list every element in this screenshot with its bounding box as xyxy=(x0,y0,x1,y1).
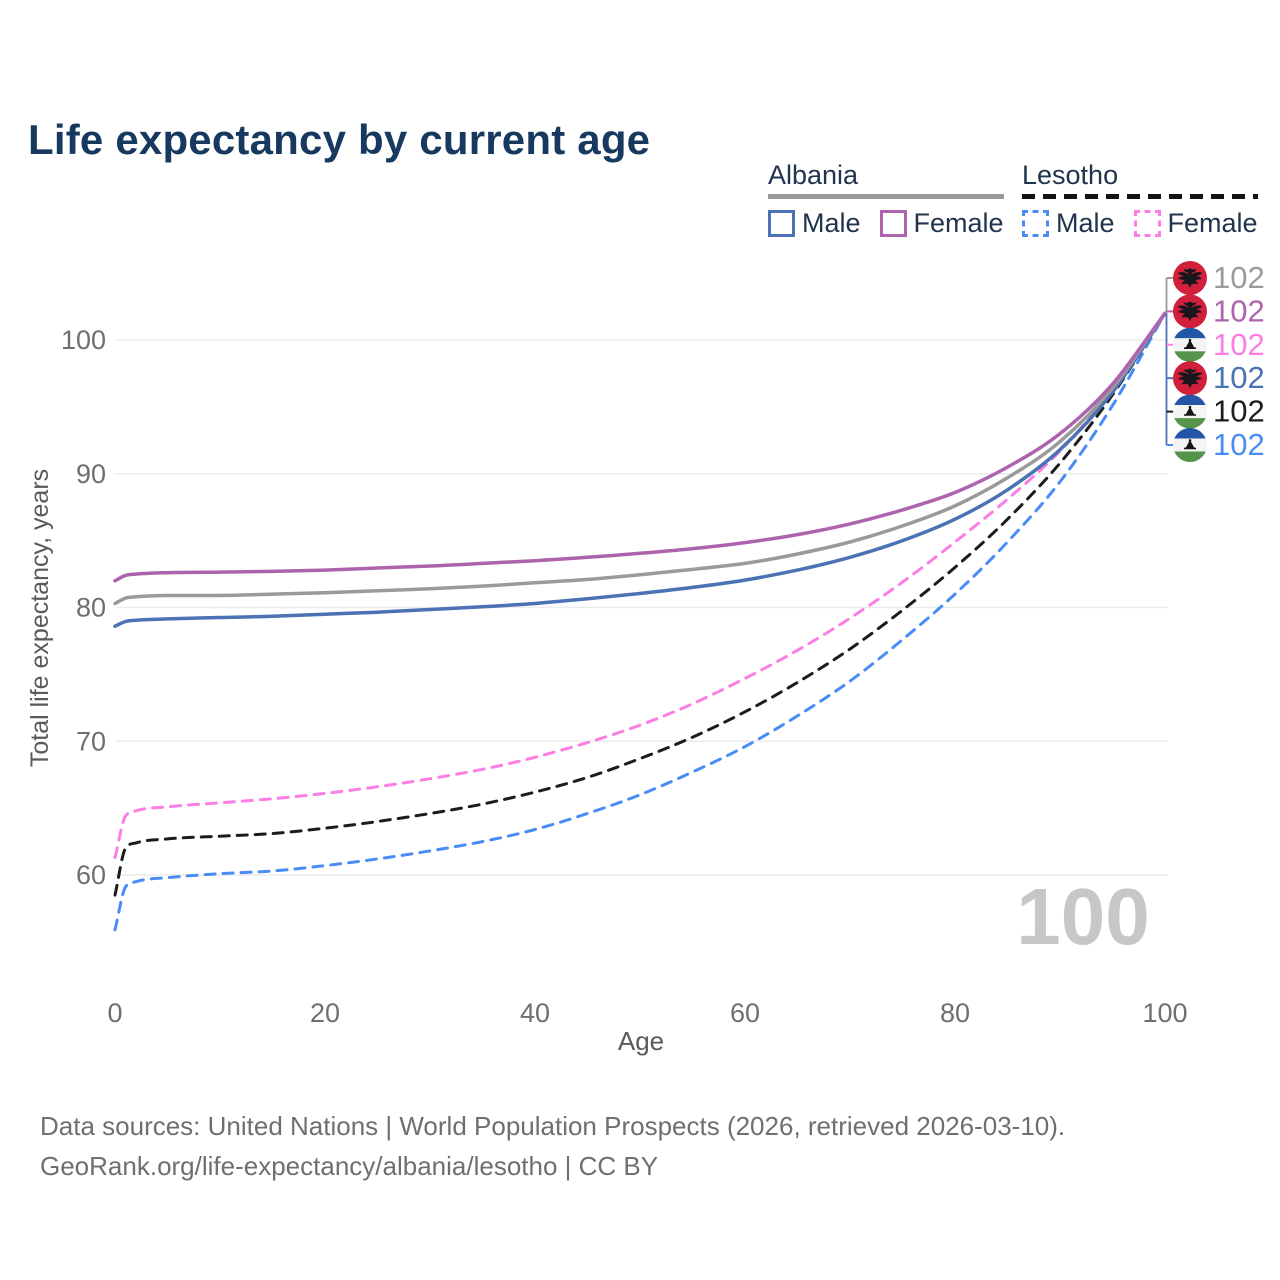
series-line-albania-female xyxy=(113,311,1167,583)
end-value-lesotho-female: 102 xyxy=(1213,327,1265,362)
end-label-lesotho-all: 102 xyxy=(1166,394,1265,429)
end-value-lesotho-all: 102 xyxy=(1213,394,1265,429)
end-label-albania-all: 102 xyxy=(1166,260,1265,295)
footer-sources-line: Data sources: United Nations | World Pop… xyxy=(40,1111,1066,1141)
end-label-albania-male: 102 xyxy=(1166,360,1265,396)
series-line-albania-all xyxy=(113,311,1167,606)
series-line-lesotho-all xyxy=(113,311,1167,897)
legend-country-albania[interactable]: Albania xyxy=(768,160,859,190)
y-tick-label-70: 70 xyxy=(76,726,106,756)
y-axis-title: Total life expectancy, years xyxy=(26,469,54,767)
x-tick-label-20: 20 xyxy=(310,998,340,1028)
legend-item-albania-female[interactable]: Female xyxy=(879,208,1004,239)
footer-url-line: GeoRank.org/life-expectancy/albania/leso… xyxy=(40,1151,659,1182)
end-label-lesotho-female: 102 xyxy=(1166,327,1265,362)
end-label-albania-female: 102 xyxy=(1166,293,1265,329)
albania-flag-icon xyxy=(1173,294,1207,329)
end-value-albania-female: 102 xyxy=(1213,293,1265,328)
legend-item-lesotho-male[interactable]: Male xyxy=(1022,208,1115,239)
albania-female-swatch-icon xyxy=(879,210,907,237)
page-title: Life expectancy by current age xyxy=(28,116,651,164)
x-tick-label-100: 100 xyxy=(1142,998,1187,1028)
y-tick-label-100: 100 xyxy=(61,325,106,355)
legend-country-lesotho[interactable]: Lesotho xyxy=(1022,160,1119,190)
albania-male-swatch-icon xyxy=(768,210,795,237)
lesotho-flag-icon xyxy=(1173,327,1207,362)
chart-legend: Albania Male Female Lesotho Male xyxy=(0,160,1280,250)
end-label-lesotho-male: 102 xyxy=(1166,427,1265,462)
x-tick-label-0: 0 xyxy=(107,998,122,1028)
series-line-albania-male xyxy=(113,311,1167,628)
lesotho-flag-icon xyxy=(1173,394,1207,429)
x-tick-label-60: 60 xyxy=(730,998,760,1028)
series-line-lesotho-female xyxy=(113,311,1167,860)
end-value-albania-male: 102 xyxy=(1213,360,1265,395)
legend-label: Female xyxy=(913,208,1004,238)
legend-group-albania: Albania Male Female xyxy=(768,160,1004,239)
x-axis-title: Age xyxy=(618,1026,664,1056)
albania-flag-icon xyxy=(1173,361,1207,396)
legend-item-lesotho-female[interactable]: Female xyxy=(1133,208,1258,239)
y-tick-label-60: 60 xyxy=(76,860,106,890)
y-tick-label-80: 80 xyxy=(76,593,106,623)
lesotho-flag-icon xyxy=(1173,428,1207,462)
end-value-albania-all: 102 xyxy=(1213,260,1265,295)
legend-item-albania-male[interactable]: Male xyxy=(768,208,861,239)
series-line-lesotho-male xyxy=(113,311,1167,932)
data-source-footer: Data sources: United Nations | World Pop… xyxy=(40,1106,1065,1187)
legend-label: Male xyxy=(1056,208,1115,238)
age-frame-watermark: 100 xyxy=(1016,872,1149,961)
legend-label: Male xyxy=(802,208,861,238)
legend-label: Female xyxy=(1167,208,1258,238)
albania-flag-icon xyxy=(1173,261,1207,295)
legend-group-lesotho: Lesotho Male Female xyxy=(1022,160,1258,239)
lesotho-dashed-line-swatch xyxy=(1022,194,1258,199)
x-tick-label-40: 40 xyxy=(520,998,550,1028)
y-tick-label-90: 90 xyxy=(76,459,106,489)
albania-solid-line-swatch xyxy=(768,194,1004,199)
x-tick-label-80: 80 xyxy=(940,998,970,1028)
lesotho-female-swatch-icon xyxy=(1133,210,1161,237)
lesotho-male-swatch-icon xyxy=(1022,210,1049,237)
end-value-lesotho-male: 102 xyxy=(1213,427,1265,462)
